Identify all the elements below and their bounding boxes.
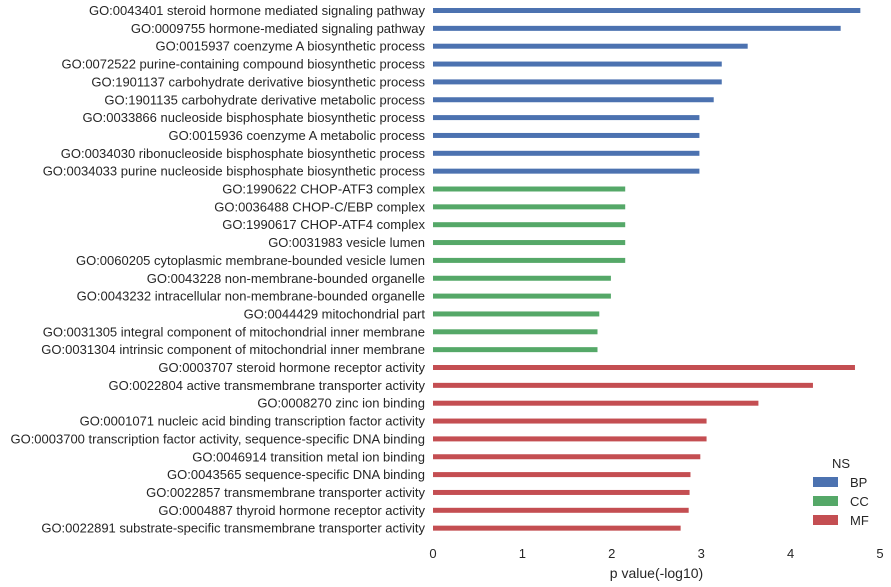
category-label-25: GO:0003700 transcription factor activity… [10,431,425,446]
category-label-18: GO:0044429 mitochondrial part [244,306,426,321]
x-tick-label-5: 5 [876,546,883,561]
category-label-12: GO:0036488 CHOP-C/EBP complex [214,199,425,214]
legend-label-bp: BP [850,475,867,490]
bar-13 [433,222,626,228]
bar-11 [433,186,626,192]
bar-6 [433,97,714,103]
bar-15 [433,257,626,263]
bar-21 [433,365,855,370]
category-label-6: GO:1901135 carbohydrate derivative metab… [104,92,425,107]
category-label-16: GO:0043228 non-membrane-bounded organell… [147,271,425,286]
x-tick-label-4: 4 [787,546,794,561]
bars-group [433,8,861,531]
bar-23 [433,400,759,406]
category-label-11: GO:1990622 CHOP-ATF3 complex [222,182,425,197]
bar-25 [433,436,707,442]
category-label-28: GO:0022857 transmembrane transporter act… [146,485,425,500]
legend-entries-group: BP CC MF [813,475,869,528]
bar-22 [433,382,813,388]
x-tick-label-2: 2 [608,546,615,561]
x-tick-label-0: 0 [429,546,436,561]
bar-16 [433,275,611,281]
category-label-30: GO:0022891 substrate-specific transmembr… [41,521,425,536]
x-axis-title: p value(-log10) [610,565,703,581]
category-label-20: GO:0031304 intrinsic component of mitoch… [41,342,425,357]
bar-9 [433,150,700,156]
bar-19 [433,329,598,335]
bar-12 [433,204,626,210]
category-label-8: GO:0015936 coenzyme A metabolic process [168,128,425,143]
legend-label-cc: CC [850,494,869,509]
bar-27 [433,472,691,478]
bar-3 [433,43,748,49]
x-tick-labels-group: 0 1 2 3 4 5 [429,546,883,561]
category-label-9: GO:0034030 ribonucleoside bisphosphate b… [61,146,426,161]
category-label-7: GO:0033866 nucleoside bisphosphate biosy… [82,110,425,125]
bar-30 [433,525,681,531]
bar-10 [433,168,700,174]
bar-8 [433,132,700,138]
category-label-10: GO:0034033 purine nucleoside bisphosphat… [43,164,426,179]
bar-7 [433,115,700,121]
category-label-23: GO:0008270 zinc ion binding [257,396,425,411]
legend-swatch-mf [813,515,838,525]
legend: NS BP CC MF [813,456,869,528]
bar-17 [433,293,611,299]
bar-29 [433,507,689,513]
category-label-27: GO:0043565 sequence-specific DNA binding [167,467,425,482]
legend-title: NS [832,456,850,471]
bar-18 [433,311,600,317]
category-label-14: GO:0031983 vesicle lumen [268,235,425,250]
category-label-3: GO:0015937 coenzyme A biosynthetic proce… [155,39,425,54]
x-tick-label-1: 1 [519,546,526,561]
bar-28 [433,489,690,495]
category-label-4: GO:0072522 purine-containing compound bi… [61,57,425,72]
category-label-15: GO:0060205 cytoplasmic membrane-bounded … [76,253,425,268]
bar-20 [433,347,598,353]
category-label-2: GO:0009755 hormone-mediated signaling pa… [131,21,426,36]
category-label-29: GO:0004887 thyroid hormone receptor acti… [158,503,425,518]
category-label-22: GO:0022804 active transmembrane transpor… [109,378,426,393]
bar-14 [433,240,626,246]
category-label-26: GO:0046914 transition metal ion binding [192,449,425,464]
category-label-19: GO:0031305 integral component of mitocho… [43,324,425,339]
x-tick-label-3: 3 [698,546,705,561]
bar-26 [433,454,701,460]
bar-5 [433,79,722,85]
legend-swatch-cc [813,496,838,506]
category-labels-group: GO:0043401 steroid hormone mediated sign… [10,3,425,536]
bar-2 [433,25,841,31]
bar-24 [433,418,707,424]
category-label-5: GO:1901137 carbohydrate derivative biosy… [91,74,425,89]
category-label-21: GO:0003707 steroid hormone receptor acti… [158,360,425,375]
category-label-13: GO:1990617 CHOP-ATF4 complex [222,217,425,232]
legend-label-mf: MF [850,513,869,528]
legend-swatch-bp [813,477,838,487]
category-label-17: GO:0043232 intracellular non-membrane-bo… [77,289,425,304]
bar-1 [433,8,861,13]
category-label-24: GO:0001071 nucleic acid binding transcri… [80,414,426,429]
category-label-1: GO:0043401 steroid hormone mediated sign… [89,3,426,18]
bar-4 [433,61,722,67]
